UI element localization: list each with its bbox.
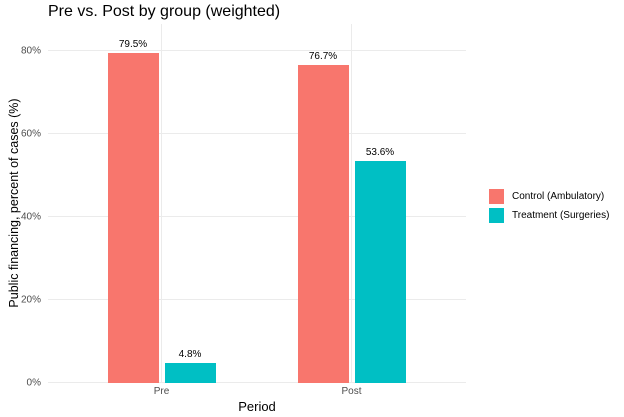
x-axis-tick-labels: Pre Post — [48, 386, 466, 398]
bar-value-label: 79.5% — [118, 39, 148, 51]
legend-label: Control (Ambulatory) — [512, 191, 605, 202]
bar-value-label: 4.8% — [178, 349, 202, 361]
chart-title: Pre vs. Post by group (weighted) — [48, 3, 281, 20]
gridline-horizontal — [48, 382, 466, 383]
gridline-vertical — [161, 24, 162, 383]
plot-panel: 79.5% 76.7% 4.8% 53.6% — [48, 24, 466, 383]
legend-label: Treatment (Surgeries) — [512, 210, 610, 221]
bar — [164, 363, 216, 383]
y-axis-tick-labels: 0% 20% 40% 60% 80% — [0, 24, 41, 388]
gridline-horizontal — [48, 216, 466, 217]
y-tick-label: 0% — [26, 377, 41, 389]
y-tick-label: 40% — [20, 211, 41, 223]
legend-swatch — [489, 189, 504, 204]
gridline-horizontal — [48, 49, 466, 51]
x-tick-label: Pre — [153, 386, 170, 397]
y-tick-label: 20% — [20, 294, 41, 306]
bar-value-label: 76.7% — [308, 50, 338, 62]
gridline-horizontal — [48, 132, 466, 134]
legend: Control (Ambulatory) Treatment (Surgeries… — [489, 189, 609, 227]
y-tick-label: 60% — [20, 128, 41, 140]
legend-item: Treatment (Surgeries) — [489, 208, 609, 223]
bar-value-label: 53.6% — [365, 146, 395, 158]
bar — [354, 160, 406, 383]
gridline-vertical — [351, 24, 352, 383]
x-axis-title: Period — [238, 399, 276, 414]
y-tick-label: 80% — [20, 45, 41, 57]
legend-item: Control (Ambulatory) — [489, 189, 609, 204]
gridline-horizontal — [48, 299, 466, 300]
x-tick-label: Post — [341, 386, 362, 397]
legend-swatch — [489, 208, 504, 223]
bar — [107, 53, 159, 383]
bar — [297, 64, 349, 383]
